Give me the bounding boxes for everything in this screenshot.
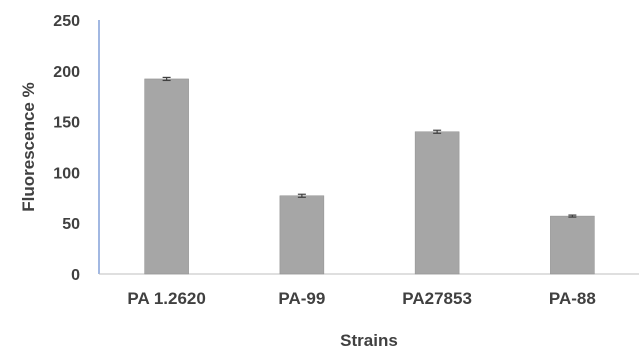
x-axis-title: Strains [340, 331, 398, 350]
error-bar [433, 129, 442, 134]
bars [144, 76, 595, 275]
y-axis-ticks: 0 50 100 150 200 250 [53, 13, 80, 284]
bar [144, 78, 189, 275]
bar [550, 215, 595, 275]
y-axis-title: Fluorescence % [19, 82, 38, 211]
x-category-label: PA-88 [549, 289, 596, 308]
y-tick-label: 0 [71, 267, 80, 284]
y-tick-label: 200 [53, 64, 80, 81]
bar [414, 131, 460, 275]
y-tick-label: 50 [62, 216, 80, 233]
x-axis-categories: PA 1.2620 PA-99 PA27853 PA-88 [127, 289, 595, 308]
error-bar [162, 76, 171, 82]
x-category-label: PA-99 [278, 289, 325, 308]
x-category-label: PA 1.2620 [127, 289, 205, 308]
error-bar [297, 193, 306, 198]
error-bar [568, 214, 577, 218]
y-tick-label: 100 [53, 165, 80, 182]
y-tick-label: 250 [53, 13, 80, 30]
y-tick-label: 150 [53, 115, 80, 132]
x-category-label: PA27853 [402, 289, 472, 308]
bar [279, 195, 325, 275]
